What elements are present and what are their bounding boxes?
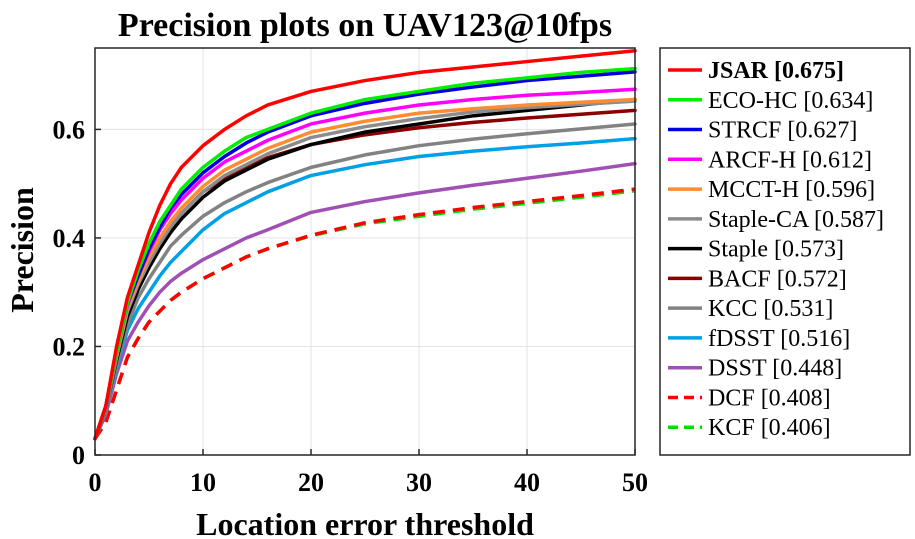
legend-label: DCF [0.408] — [708, 385, 831, 411]
legend-label: ARCF-H [0.612] — [708, 147, 872, 173]
x-tick-label: 0 — [89, 468, 102, 497]
series-line — [93, 161, 637, 441]
series-line — [93, 136, 637, 441]
legend-label: Staple-CA [0.587] — [708, 207, 884, 233]
y-tick-label: 0.4 — [53, 224, 86, 253]
y-axis-label: Precision — [4, 187, 40, 313]
legend-label: KCC [0.531] — [708, 296, 833, 322]
legend-label: fDSST [0.516] — [708, 326, 850, 352]
series-line — [93, 99, 637, 441]
series-line — [93, 87, 637, 441]
legend-label: ECO-HC [0.634] — [708, 88, 873, 114]
y-tick-label: 0 — [72, 441, 85, 470]
series-line — [93, 122, 637, 441]
x-tick-label: 10 — [190, 468, 216, 497]
chart-title: Precision plots on UAV123@10fps — [118, 7, 612, 44]
legend: JSAR [0.675] ECO-HC [0.634] STRCF [0.627] A… — [659, 47, 911, 456]
series-line — [93, 97, 637, 441]
plot-frame — [94, 47, 636, 456]
legend-label: Staple [0.573] — [708, 237, 844, 263]
legend-label: JSAR [0.675] — [708, 58, 844, 84]
legend-label: BACF [0.572] — [708, 266, 847, 292]
series-line — [93, 97, 637, 441]
series-line — [93, 66, 637, 441]
y-tick-label: 0.6 — [53, 115, 86, 144]
series-line — [93, 187, 636, 440]
x-tick-label: 50 — [622, 468, 648, 497]
legend-box — [659, 47, 911, 456]
series-layer — [93, 48, 637, 441]
x-tick-label: 20 — [298, 468, 324, 497]
x-axis-label: Location error threshold — [196, 506, 534, 539]
series-line — [93, 108, 637, 441]
legend-label: STRCF [0.627] — [708, 118, 857, 144]
legend-label: DSST [0.448] — [708, 356, 842, 382]
series-line — [93, 48, 637, 441]
x-tick-label: 30 — [406, 468, 432, 497]
x-tick-label: 40 — [514, 468, 540, 497]
axis-ticks: 0 10 20 30 40 50 0 0.2 0.4 0.6 — [53, 115, 649, 497]
legend-label: MCCT-H [0.596] — [708, 177, 875, 203]
legend-label: KCF [0.406] — [708, 415, 831, 441]
y-tick-label: 0.2 — [53, 332, 86, 361]
